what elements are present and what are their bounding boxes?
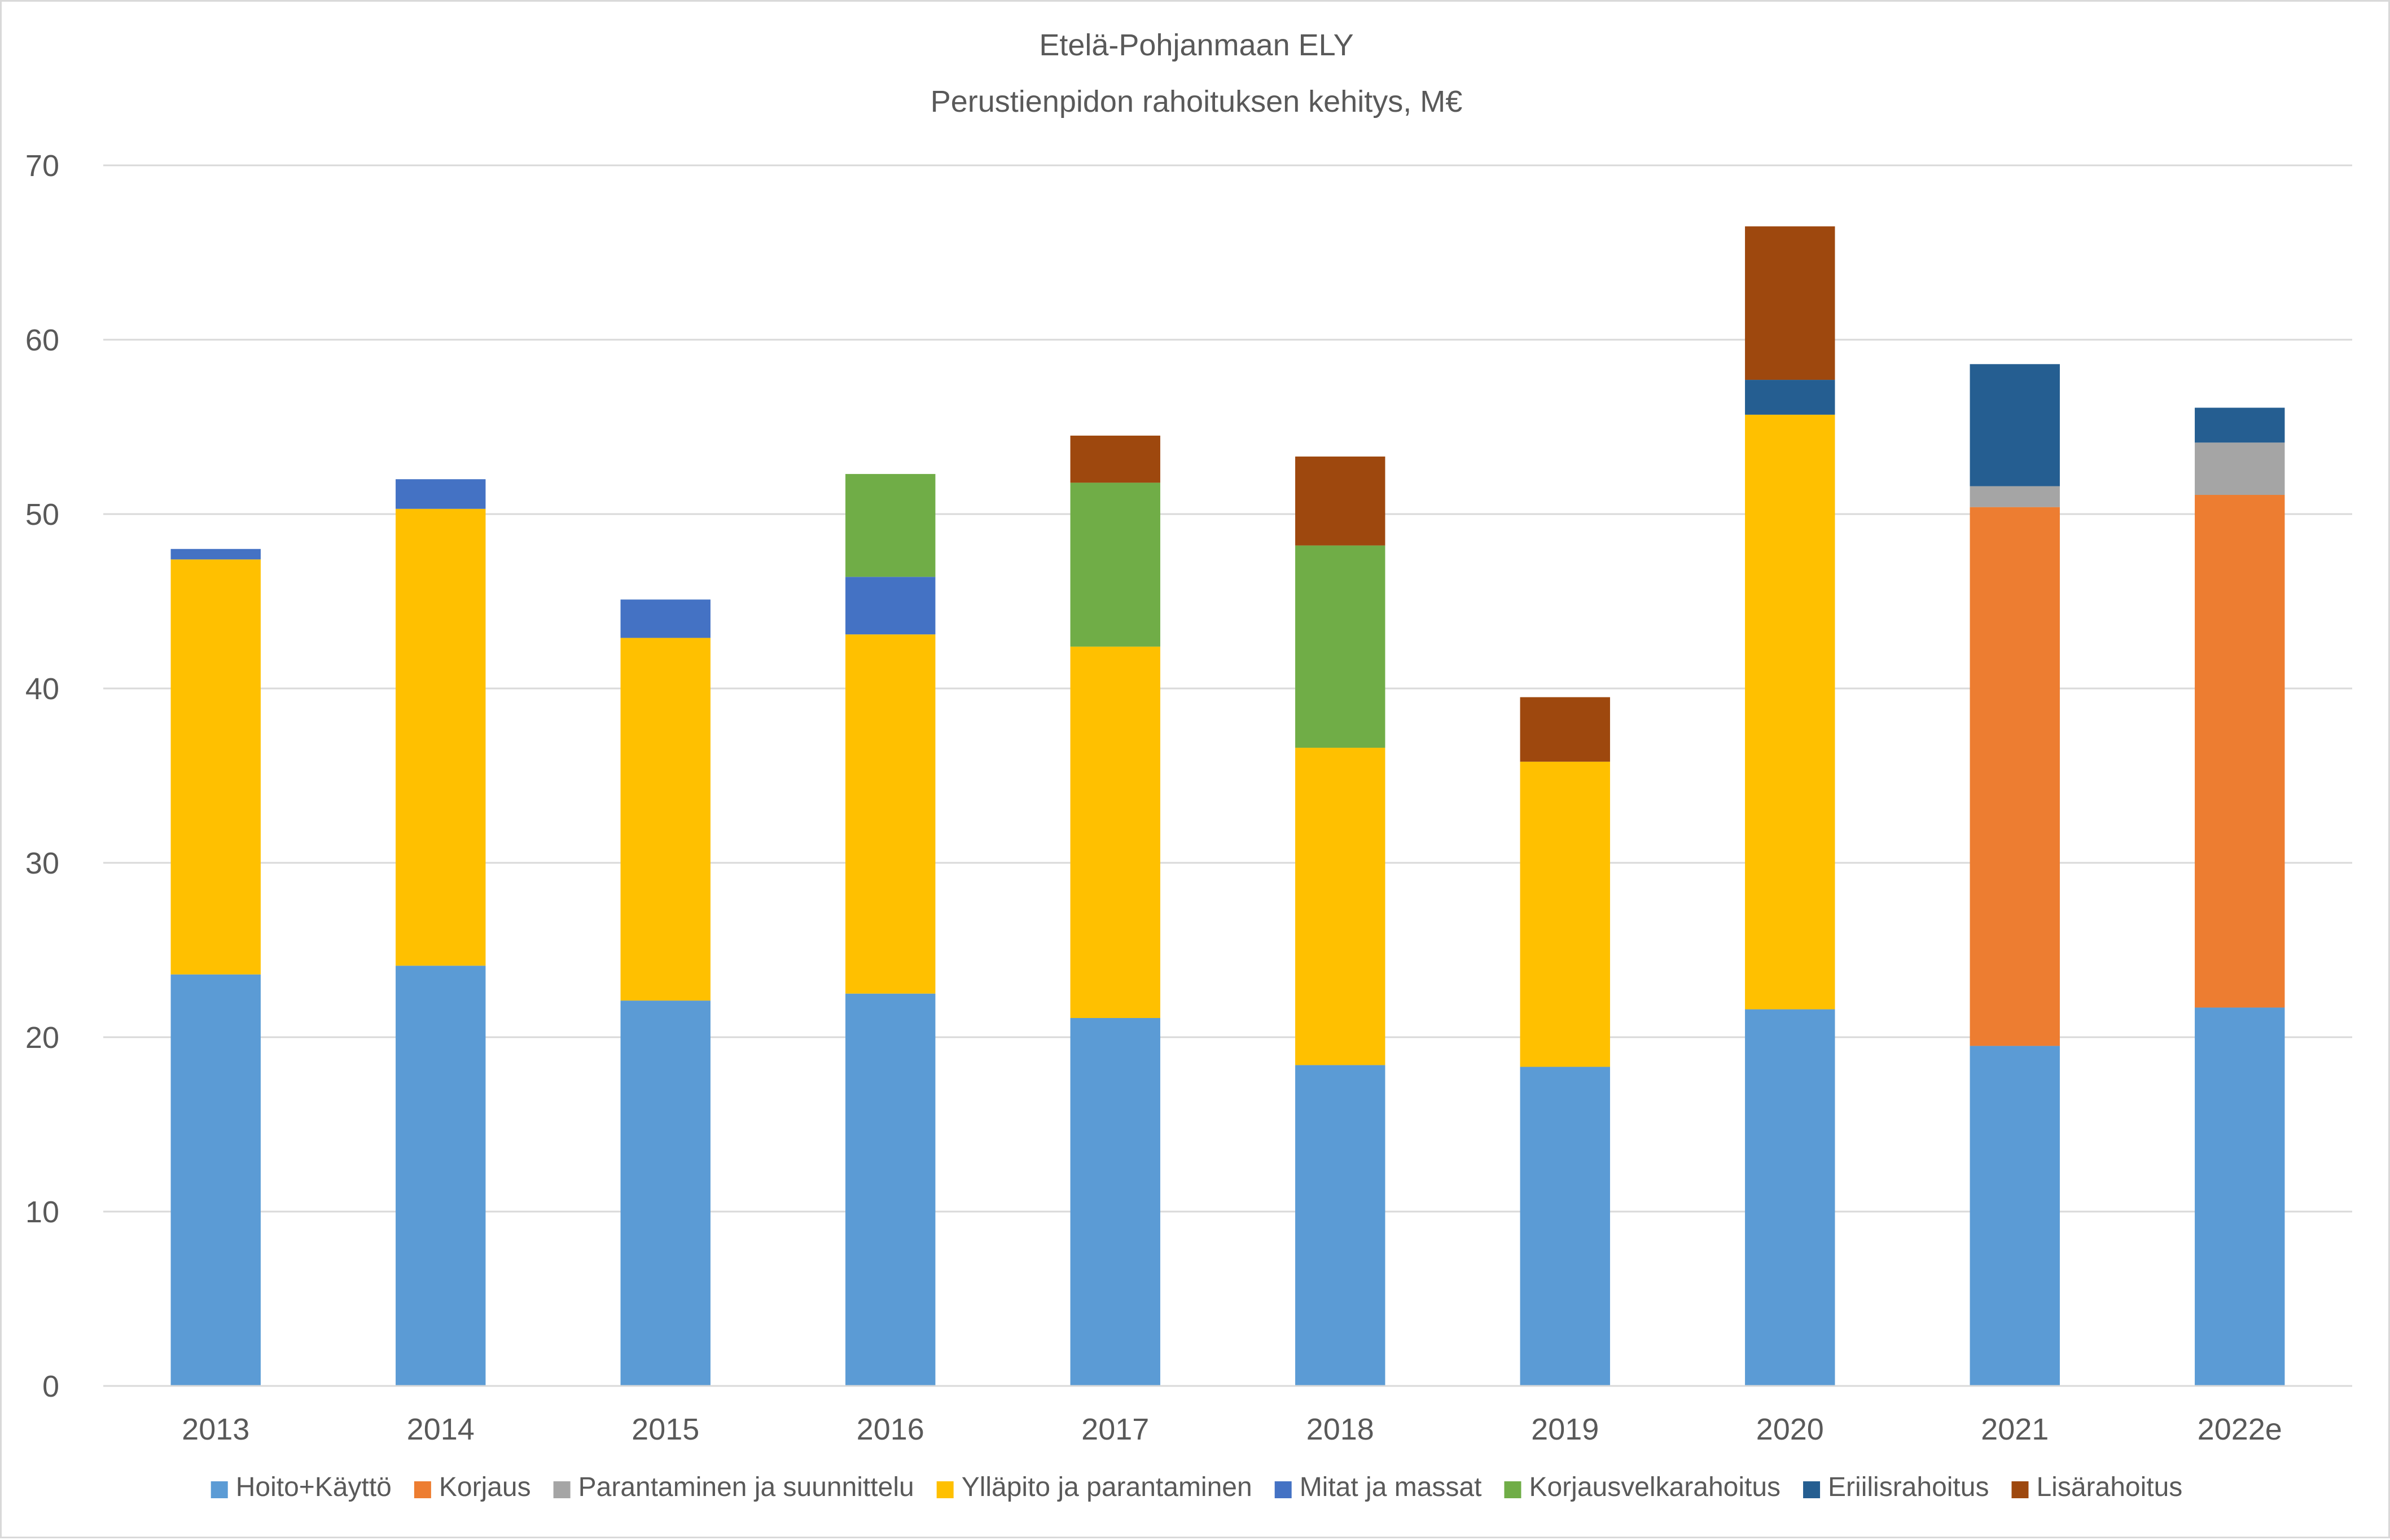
bar-segment bbox=[1745, 380, 1835, 415]
bar-segment bbox=[1970, 486, 2060, 507]
chart-title: Etelä-Pohjanmaan ELY bbox=[1039, 28, 1353, 62]
bar-segment bbox=[1295, 457, 1385, 546]
x-tick-label: 2022e bbox=[2198, 1412, 2282, 1446]
legend-swatch bbox=[1504, 1481, 1521, 1498]
x-tick-label: 2018 bbox=[1306, 1412, 1374, 1446]
bar-segment bbox=[1970, 364, 2060, 486]
bar-segment bbox=[1295, 748, 1385, 1065]
bar-segment bbox=[1295, 1065, 1385, 1386]
y-tick-label: 0 bbox=[42, 1370, 59, 1403]
bar-segment bbox=[1070, 646, 1160, 1019]
legend-label: Hoito+Käyttö bbox=[236, 1472, 392, 1502]
bar-segment bbox=[1520, 697, 1610, 762]
bars bbox=[170, 226, 2285, 1386]
legend-item: Mitat ja massat bbox=[1274, 1472, 1482, 1502]
axes: 0 10 20 30 40 50 60 70 2013 2014 2015 2016 2017 2018 2… bbox=[25, 149, 2352, 1446]
bar-segment bbox=[620, 599, 711, 638]
bar-segment bbox=[396, 479, 486, 509]
x-tick-label: 2014 bbox=[407, 1412, 475, 1446]
bar-segment bbox=[620, 1001, 711, 1386]
chart-subtitle: Perustienpidon rahoituksen kehitys, M€ bbox=[931, 85, 1463, 119]
y-tick-label: 50 bbox=[25, 498, 59, 532]
bar-segment bbox=[1970, 1046, 2060, 1386]
legend-swatch bbox=[414, 1481, 431, 1498]
bar-segment bbox=[1070, 435, 1160, 483]
bar-segment bbox=[2195, 1007, 2285, 1386]
bar-segment bbox=[1745, 1009, 1835, 1386]
x-tick-label: 2015 bbox=[632, 1412, 699, 1446]
bar-segment bbox=[845, 634, 936, 994]
legend-item: Lisärahoitus bbox=[2011, 1472, 2182, 1502]
y-tick-label: 10 bbox=[25, 1195, 59, 1229]
bar-segment bbox=[396, 508, 486, 966]
legend-swatch bbox=[211, 1481, 228, 1498]
x-tick-label: 2020 bbox=[1756, 1412, 1824, 1446]
legend-swatch bbox=[2011, 1481, 2029, 1498]
legend-label: Lisärahoitus bbox=[2036, 1472, 2182, 1502]
bar-segment bbox=[620, 638, 711, 1001]
x-tick-label: 2021 bbox=[1981, 1412, 2049, 1446]
legend-item: Parantaminen ja suunnittelu bbox=[553, 1472, 914, 1502]
bar-segment bbox=[1970, 507, 2060, 1046]
legend-swatch bbox=[553, 1481, 571, 1498]
bar-segment bbox=[1070, 1018, 1160, 1386]
bar-segment bbox=[396, 966, 486, 1386]
x-tick-label: 2016 bbox=[857, 1412, 924, 1446]
bar-segment bbox=[170, 549, 261, 560]
bar-segment bbox=[1745, 414, 1835, 1010]
bar-segment bbox=[1745, 226, 1835, 380]
legend-item: Hoito+Käyttö bbox=[211, 1472, 392, 1502]
legend-label: Mitat ja massat bbox=[1300, 1472, 1482, 1502]
bar-segment bbox=[1295, 545, 1385, 748]
bar-segment bbox=[170, 559, 261, 975]
legend-swatch bbox=[1803, 1481, 1821, 1498]
legend-item: Korjaus bbox=[414, 1472, 531, 1502]
legend-label: Korjausvelkarahoitus bbox=[1529, 1472, 1781, 1502]
bar-segment bbox=[845, 577, 936, 635]
legend-swatch bbox=[936, 1481, 954, 1498]
bar-segment bbox=[1520, 761, 1610, 1067]
x-tick-label: 2019 bbox=[1531, 1412, 1599, 1446]
legend-label: Korjaus bbox=[439, 1472, 531, 1502]
legend-item: Ylläpito ja parantaminen bbox=[936, 1472, 1252, 1502]
bar-segment bbox=[170, 974, 261, 1386]
bar-segment bbox=[845, 473, 936, 577]
legend-label: Parantaminen ja suunnittelu bbox=[578, 1472, 914, 1502]
legend-label: Eriilisrahoitus bbox=[1828, 1472, 1989, 1502]
bar-segment bbox=[2195, 495, 2285, 1008]
legend-item: Korjausvelkarahoitus bbox=[1504, 1472, 1781, 1502]
bar-segment bbox=[845, 993, 936, 1386]
bar-segment bbox=[2195, 442, 2285, 495]
legend-item: Eriilisrahoitus bbox=[1803, 1472, 1989, 1502]
x-tick-label: 2013 bbox=[182, 1412, 249, 1446]
legend-label: Ylläpito ja parantaminen bbox=[962, 1472, 1252, 1502]
x-tick-label: 2017 bbox=[1081, 1412, 1149, 1446]
y-tick-label: 30 bbox=[25, 846, 59, 880]
y-tick-label: 40 bbox=[25, 672, 59, 706]
legend-swatch bbox=[1274, 1481, 1292, 1498]
bar-segment bbox=[1520, 1067, 1610, 1386]
y-tick-label: 70 bbox=[25, 149, 59, 183]
y-tick-label: 20 bbox=[25, 1021, 59, 1055]
legend: Hoito+Käyttö Korjaus Parantaminen ja suunn… bbox=[211, 1472, 2182, 1502]
bar-segment bbox=[2195, 407, 2285, 443]
bar-segment bbox=[1070, 482, 1160, 647]
y-tick-label: 60 bbox=[25, 323, 59, 357]
